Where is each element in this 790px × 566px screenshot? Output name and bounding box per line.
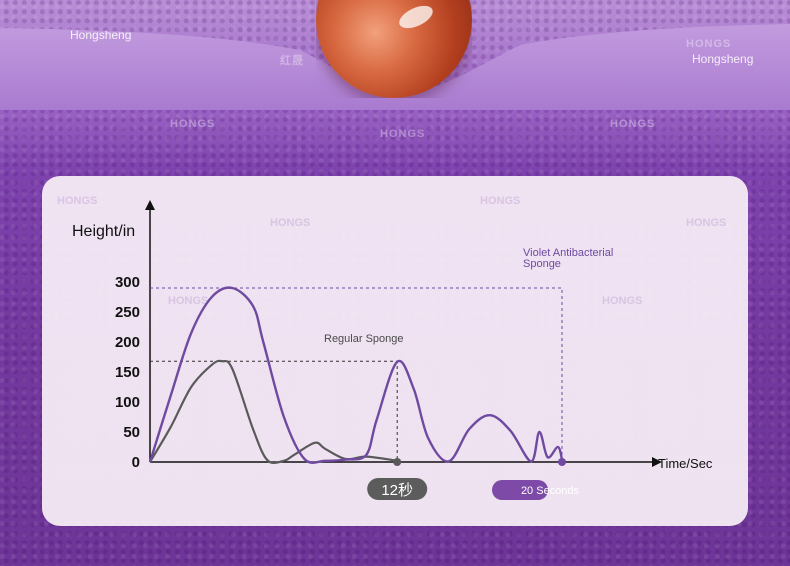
violet-end-pill: [492, 480, 548, 500]
watermark-caps: HONGS: [270, 217, 310, 229]
guide-lines: [150, 287, 563, 462]
axes: 0 50 100 150 200 250 300 Height/in Time/Sec: [72, 200, 713, 471]
series-regular-label: Regular Sponge: [324, 333, 404, 345]
watermark-caps: HONGS: [602, 295, 642, 307]
watermark-caps: HONGS: [686, 217, 726, 229]
x-axis-label: Time/Sec: [658, 456, 713, 471]
y-tick-label: 100: [115, 394, 140, 411]
watermark-caps: HONGS: [57, 195, 97, 207]
y-axis-arrow: [145, 200, 155, 210]
watermark-caps: HONGS: [610, 118, 656, 130]
watermark-caps: HONGS: [168, 295, 208, 307]
regular-end-pill: [367, 478, 428, 500]
series-group: [148, 286, 566, 466]
series-violet-line: [148, 286, 564, 464]
series-violet-label: Violet Antibacterial: [523, 247, 613, 259]
series-violet-label: Sponge: [523, 258, 561, 270]
watermark-caps: HONGS: [686, 38, 732, 50]
watermark-caps: HONGS: [480, 195, 520, 207]
watermark-cn: 红晟: [280, 55, 304, 67]
watermark-caps: HONGS: [380, 128, 426, 140]
y-tick-label: 300: [115, 274, 140, 291]
chart-labels: Regular Sponge Violet AntibacterialSponge…: [324, 247, 613, 500]
violet-guide-line: [150, 287, 563, 462]
y-axis-label: Height/in: [72, 223, 135, 240]
watermark-caps: HONGS: [170, 118, 216, 130]
x-axis-arrow: [652, 457, 662, 467]
y-tick-label: 250: [115, 304, 140, 321]
y-tick-label: 50: [123, 424, 140, 441]
series-regular-line: [149, 359, 398, 465]
watermark-brand: Hongsheng: [70, 28, 132, 42]
regular-guide-line: [150, 360, 398, 462]
y-tick-label: 150: [115, 364, 140, 381]
y-tick-label: 0: [132, 454, 140, 471]
violet-end-label: 20 Seconds: [521, 485, 580, 497]
chart-card: HONGS HONGS HONGS HONGS HONGS HONGS 0 50 1…: [42, 176, 748, 526]
y-tick-label: 200: [115, 334, 140, 351]
series-violet-end-point: [558, 458, 566, 466]
series-regular-end-point: [393, 458, 402, 466]
watermark-brand: Hongsheng: [692, 52, 754, 66]
regular-end-label: 12秒: [381, 482, 413, 499]
height-over-time-chart: HONGS HONGS HONGS HONGS HONGS HONGS 0 50 1…: [57, 195, 726, 500]
